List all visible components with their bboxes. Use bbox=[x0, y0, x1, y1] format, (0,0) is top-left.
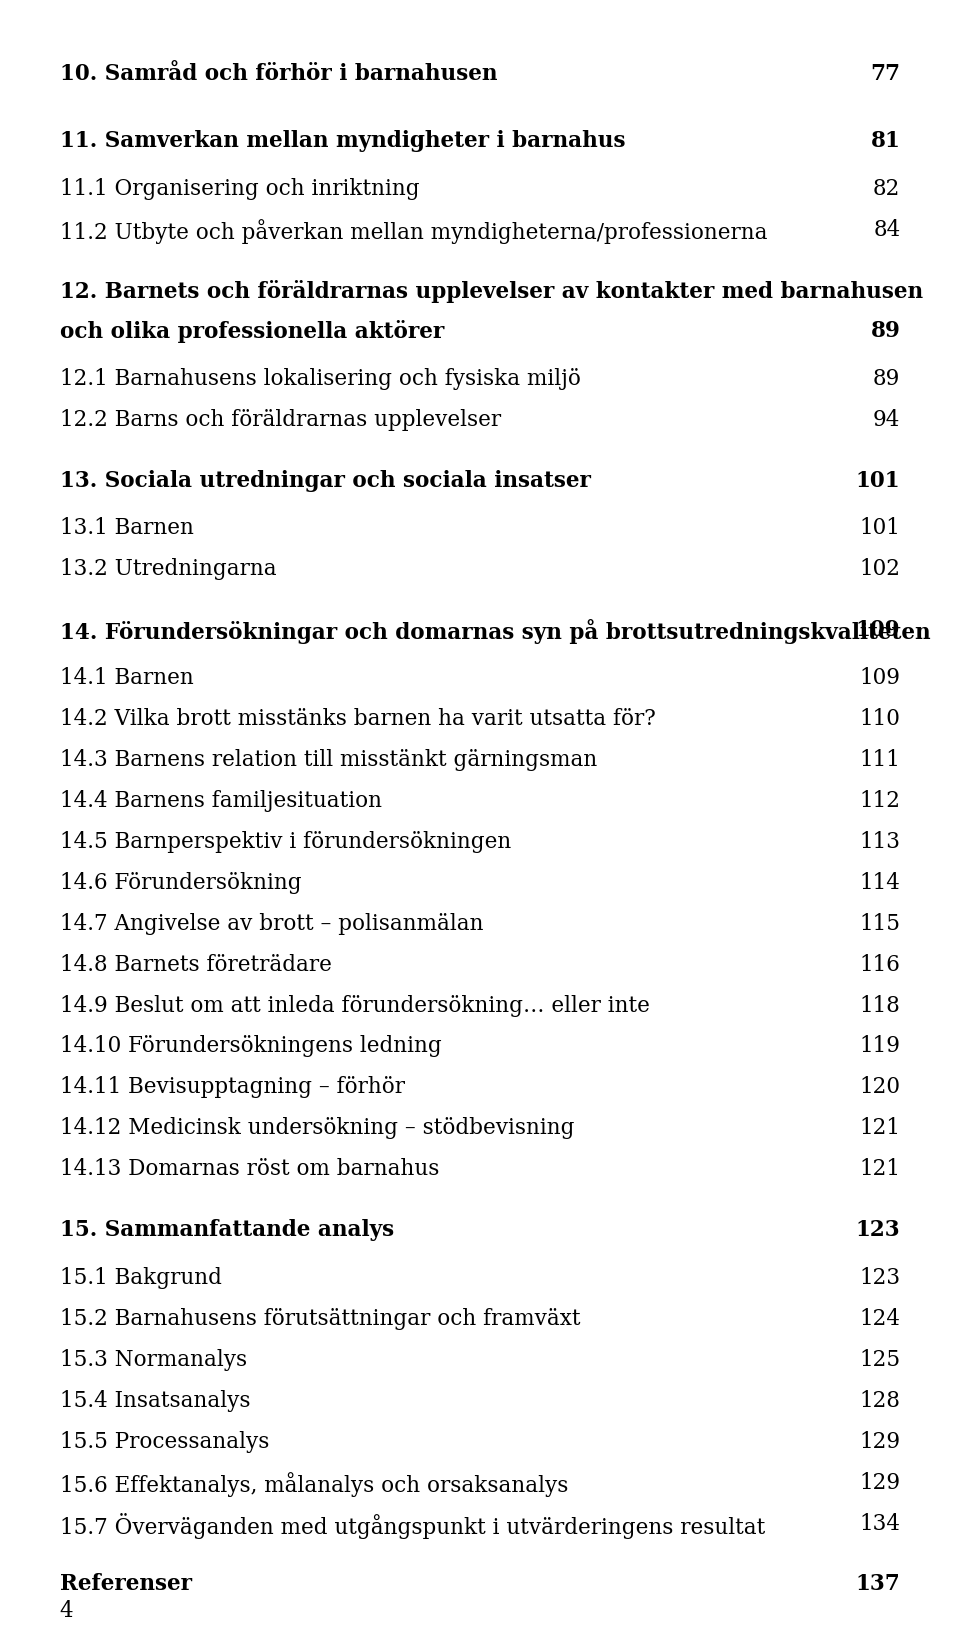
Text: 12.2 Barns och föräldrarnas upplevelser: 12.2 Barns och föräldrarnas upplevelser bbox=[60, 410, 501, 431]
Text: 110: 110 bbox=[859, 707, 900, 730]
Text: 11.1 Organisering och inriktning: 11.1 Organisering och inriktning bbox=[60, 178, 420, 200]
Text: 14.2 Vilka brott misstänks barnen ha varit utsatta för?: 14.2 Vilka brott misstänks barnen ha var… bbox=[60, 707, 656, 730]
Text: 134: 134 bbox=[859, 1513, 900, 1535]
Text: 124: 124 bbox=[859, 1308, 900, 1330]
Text: 15.4 Insatsanalys: 15.4 Insatsanalys bbox=[60, 1389, 250, 1412]
Text: 11. Samverkan mellan myndigheter i barnahus: 11. Samverkan mellan myndigheter i barna… bbox=[60, 131, 625, 152]
Text: 81: 81 bbox=[871, 131, 900, 152]
Text: 14.10 Förundersökningens ledning: 14.10 Förundersökningens ledning bbox=[60, 1036, 442, 1057]
Text: 14. Förundersökningar och domarnas syn på brottsutredningskvaliteten: 14. Förundersökningar och domarnas syn p… bbox=[60, 620, 930, 644]
Text: 15.5 Processanalys: 15.5 Processanalys bbox=[60, 1431, 269, 1452]
Text: 14.5 Barnperspektiv i förundersökningen: 14.5 Barnperspektiv i förundersökningen bbox=[60, 831, 511, 852]
Text: 118: 118 bbox=[859, 995, 900, 1016]
Text: 14.6 Förundersökning: 14.6 Förundersökning bbox=[60, 872, 301, 894]
Text: 116: 116 bbox=[859, 953, 900, 976]
Text: 112: 112 bbox=[859, 790, 900, 811]
Text: 123: 123 bbox=[856, 1219, 900, 1241]
Text: 14.3 Barnens relation till misstänkt gärningsman: 14.3 Barnens relation till misstänkt gär… bbox=[60, 748, 597, 771]
Text: 101: 101 bbox=[856, 469, 900, 492]
Text: 14.12 Medicinsk undersökning – stödbevisning: 14.12 Medicinsk undersökning – stödbevis… bbox=[60, 1117, 574, 1140]
Text: 11.2 Utbyte och påverkan mellan myndigheterna/professionerna: 11.2 Utbyte och påverkan mellan myndighe… bbox=[60, 218, 767, 244]
Text: 102: 102 bbox=[859, 558, 900, 580]
Text: 15.7 Överväganden med utgångspunkt i utvärderingens resultat: 15.7 Överväganden med utgångspunkt i utv… bbox=[60, 1513, 765, 1538]
Text: 109: 109 bbox=[859, 667, 900, 689]
Text: 89: 89 bbox=[873, 368, 900, 390]
Text: 94: 94 bbox=[873, 410, 900, 431]
Text: 125: 125 bbox=[859, 1348, 900, 1371]
Text: 114: 114 bbox=[859, 872, 900, 894]
Text: 4: 4 bbox=[60, 1601, 73, 1622]
Text: 123: 123 bbox=[859, 1267, 900, 1289]
Text: 129: 129 bbox=[859, 1431, 900, 1452]
Text: Referenser: Referenser bbox=[60, 1573, 191, 1596]
Text: 129: 129 bbox=[859, 1472, 900, 1493]
Text: 128: 128 bbox=[859, 1389, 900, 1412]
Text: och olika professionella aktörer: och olika professionella aktörer bbox=[60, 320, 444, 344]
Text: 115: 115 bbox=[859, 912, 900, 935]
Text: 113: 113 bbox=[859, 831, 900, 852]
Text: 10. Samråd och förhör i barnahusen: 10. Samråd och förhör i barnahusen bbox=[60, 63, 497, 84]
Text: 84: 84 bbox=[874, 218, 900, 241]
Text: 15.3 Normanalys: 15.3 Normanalys bbox=[60, 1348, 247, 1371]
Text: 15.6 Effektanalys, målanalys och orsaksanalys: 15.6 Effektanalys, målanalys och orsaksa… bbox=[60, 1472, 568, 1497]
Text: 15.2 Barnahusens förutsättningar och framväxt: 15.2 Barnahusens förutsättningar och fra… bbox=[60, 1308, 580, 1330]
Text: 13.2 Utredningarna: 13.2 Utredningarna bbox=[60, 558, 276, 580]
Text: 101: 101 bbox=[859, 517, 900, 540]
Text: 82: 82 bbox=[873, 178, 900, 200]
Text: 14.8 Barnets företrädare: 14.8 Barnets företrädare bbox=[60, 953, 331, 976]
Text: 13. Sociala utredningar och sociala insatser: 13. Sociala utredningar och sociala insa… bbox=[60, 469, 590, 492]
Text: 111: 111 bbox=[859, 748, 900, 771]
Text: 137: 137 bbox=[855, 1573, 900, 1596]
Text: 15. Sammanfattande analys: 15. Sammanfattande analys bbox=[60, 1219, 394, 1241]
Text: 12. Barnets och föräldrarnas upplevelser av kontakter med barnahusen: 12. Barnets och föräldrarnas upplevelser… bbox=[60, 279, 923, 302]
Text: 14.4 Barnens familjesituation: 14.4 Barnens familjesituation bbox=[60, 790, 381, 811]
Text: 121: 121 bbox=[859, 1158, 900, 1181]
Text: 14.11 Bevisupptagning – förhör: 14.11 Bevisupptagning – förhör bbox=[60, 1077, 404, 1099]
Text: 15.1 Bakgrund: 15.1 Bakgrund bbox=[60, 1267, 222, 1289]
Text: 89: 89 bbox=[871, 320, 900, 342]
Text: 120: 120 bbox=[859, 1077, 900, 1099]
Text: 13.1 Barnen: 13.1 Barnen bbox=[60, 517, 193, 540]
Text: 12.1 Barnahusens lokalisering och fysiska miljö: 12.1 Barnahusens lokalisering och fysisk… bbox=[60, 368, 581, 390]
Text: 14.7 Angivelse av brott – polisanmälan: 14.7 Angivelse av brott – polisanmälan bbox=[60, 912, 483, 935]
Text: 109: 109 bbox=[856, 620, 900, 641]
Text: 14.9 Beslut om att inleda förundersökning… eller inte: 14.9 Beslut om att inleda förundersöknin… bbox=[60, 995, 649, 1016]
Text: 121: 121 bbox=[859, 1117, 900, 1140]
Text: 119: 119 bbox=[859, 1036, 900, 1057]
Text: 77: 77 bbox=[871, 63, 900, 84]
Text: 14.1 Barnen: 14.1 Barnen bbox=[60, 667, 193, 689]
Text: 14.13 Domarnas röst om barnahus: 14.13 Domarnas röst om barnahus bbox=[60, 1158, 439, 1181]
